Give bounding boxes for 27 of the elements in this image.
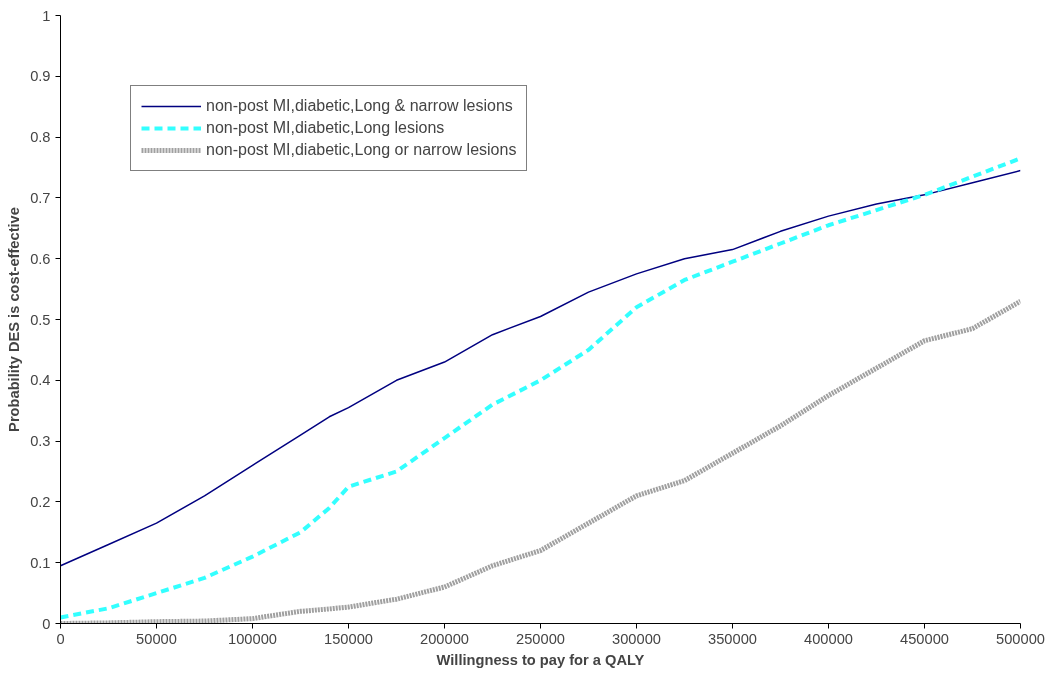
x-tick-label: 350000 xyxy=(708,630,757,647)
y-tick-label: 0.1 xyxy=(30,554,51,571)
y-tick-label: 1 xyxy=(42,7,51,24)
x-tick-label: 200000 xyxy=(420,630,469,647)
x-tick-label: 250000 xyxy=(516,630,565,647)
y-tick-label: 0.5 xyxy=(30,311,51,328)
legend-label: non-post MI,diabetic,Long & narrow lesions xyxy=(206,97,513,115)
x-axis-title: Willingness to pay for a QALY xyxy=(436,651,645,668)
y-tick-label: 0 xyxy=(42,615,51,632)
x-tick-label: 0 xyxy=(56,630,65,647)
y-tick-label: 0.9 xyxy=(30,68,51,85)
x-tick-label: 500000 xyxy=(996,630,1045,647)
x-tick-label: 150000 xyxy=(324,630,373,647)
y-axis-title: Probability DES is cost-effective xyxy=(6,207,23,432)
y-tick-label: 0.4 xyxy=(30,372,51,389)
x-tick-label: 100000 xyxy=(228,630,277,647)
legend-label: non-post MI,diabetic,Long or narrow lesions xyxy=(206,141,517,159)
y-tick-label: 0.3 xyxy=(30,433,51,450)
x-tick-label: 50000 xyxy=(136,630,177,647)
y-tick-label: 0.2 xyxy=(30,493,51,510)
x-tick-label: 450000 xyxy=(900,630,949,647)
y-tick-label: 0.6 xyxy=(30,250,51,267)
x-tick-label: 400000 xyxy=(804,630,853,647)
x-tick-label: 300000 xyxy=(612,630,661,647)
y-tick-label: 0.8 xyxy=(30,129,51,146)
y-tick-label: 0.7 xyxy=(30,189,51,206)
legend-label: non-post MI,diabetic,Long lesions xyxy=(206,119,445,137)
